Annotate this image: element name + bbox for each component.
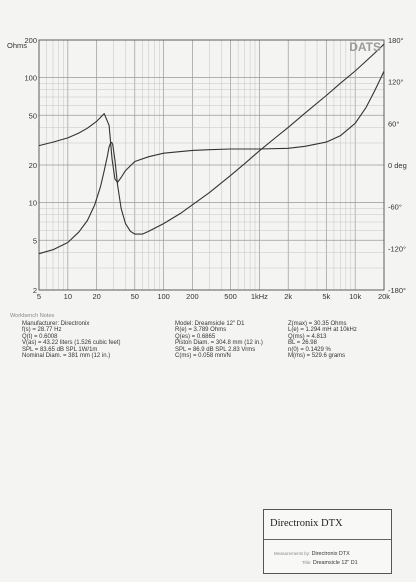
note-line: Manufacturer: Directronix (22, 321, 90, 327)
x-tick-label: 1kHz (251, 292, 268, 301)
notes-title: Workbench Notes (10, 313, 55, 319)
y-left-tick-label: 5 (33, 236, 37, 245)
title-block-divider (264, 539, 391, 540)
title-value: Dreamsicle 12" D1 (312, 560, 358, 566)
note-line: R(e) = 3.789 Ohms (175, 327, 227, 334)
dats-logo: DATS (349, 40, 381, 54)
y-right-tick-label: -60° (388, 203, 402, 212)
notes-column-3: Z(max) = 30.35 Ohms L(e) = 1.294 mH at 1… (288, 321, 357, 359)
y-right-tick-label: 180° (388, 36, 404, 45)
y-left-tick-label: 10 (29, 199, 37, 208)
note-line: L(e) = 1.294 mH at 10kHz (288, 327, 357, 334)
phase-curve (38, 71, 385, 183)
x-tick-label: 200 (186, 292, 199, 301)
y-right-tick-label: 0 deg (388, 161, 407, 170)
title-block-heading: Directronix DTX (270, 518, 343, 529)
impedance-chart: 5 10 20 50 100 200 500 1kHz 2k 5k 10k 20k 200 100 50 20… (7, 36, 407, 301)
y-left-tick-label: 20 (29, 161, 37, 170)
note-line: SPL = 83.65 dB SPL 1W/1m (22, 346, 98, 353)
y-left-tick-label: 2 (33, 286, 37, 295)
note-line: Q(t) = 0.6008 (22, 333, 58, 340)
chart-grid (38, 39, 385, 291)
note-line: BL = 26.98 (288, 340, 317, 347)
title-label: Title: (302, 560, 312, 565)
note-line: Piston Diam. = 304.8 mm (12 in.) (175, 340, 263, 347)
note-line: V(as) = 43.22 liters (1.526 cubic feet) (22, 340, 121, 347)
x-tick-label: 5k (322, 292, 330, 301)
note-line: Q(ms) = 4.813 (288, 333, 327, 340)
x-tick-label: 2k (284, 292, 292, 301)
note-line: n(0) = 0.1429 % (288, 346, 331, 353)
y-right-tick-label: 120° (388, 78, 404, 87)
note-line: M(ms) = 529.6 grams (288, 353, 346, 360)
note-line: Q(es) = 0.6865 (175, 333, 216, 340)
x-tick-label: 5 (37, 292, 41, 301)
x-tick-label: 20k (378, 292, 390, 301)
chart-svg: 5 10 20 50 100 200 500 1kHz 2k 5k 10k 20k2001005020… (7, 36, 407, 301)
note-line: Nominal Diam. = 381 mm (12 in.) (22, 353, 111, 360)
impedance-curve (38, 43, 385, 255)
chart-labels: 5 10 20 50 100 200 500 1kHz 2k 5k 10k 20k2001005020… (7, 36, 407, 301)
notes-column-1: Manufacturer: Directronix f(s) = 28.77 H… (22, 321, 121, 359)
y-right-tick-label: 60° (388, 119, 399, 128)
x-tick-label: 500 (224, 292, 237, 301)
x-tick-label: 50 (131, 292, 139, 301)
y-left-tick-label: 200 (24, 36, 37, 45)
y-left-tick-label: 50 (29, 111, 37, 120)
note-line: SPL = 86.9 dB SPL 2.83 Vrms (175, 346, 256, 353)
x-tick-label: 10k (349, 292, 361, 301)
title-row: Title: Dreamsicle 12" D1 (274, 560, 358, 566)
title-block: Directronix DTX Measurements by: Directr… (263, 509, 392, 574)
measured-by-value: Directronix DTX (311, 551, 350, 557)
measured-by-label: Measurements by: (274, 551, 311, 556)
y-right-tick-label: -120° (388, 244, 406, 253)
y-right-tick-label: -180° (388, 286, 406, 295)
note-line: C(ms) = 0.058 mm/N (175, 353, 231, 360)
chart-frame (38, 39, 385, 291)
notes-column-2: Model: Dreamsicle 12" D1 R(e) = 3.789 Oh… (175, 321, 263, 359)
workbench-notes: Workbench Notes Manufacturer: Directroni… (10, 313, 410, 359)
y-left-tick-label: 100 (24, 74, 37, 83)
x-tick-label: 20 (92, 292, 100, 301)
note-line: f(s) = 28.77 Hz (22, 327, 62, 334)
plot-frame (38, 39, 385, 291)
y-axis-label: Ohms (7, 41, 27, 50)
x-tick-label: 100 (157, 292, 170, 301)
note-line: Z(max) = 30.35 Ohms (288, 321, 347, 327)
x-tick-label: 10 (64, 292, 72, 301)
chart-curves (38, 43, 385, 255)
note-line: Model: Dreamsicle 12" D1 (175, 321, 245, 327)
measured-by-row: Measurements by: Directronix DTX (274, 551, 350, 557)
